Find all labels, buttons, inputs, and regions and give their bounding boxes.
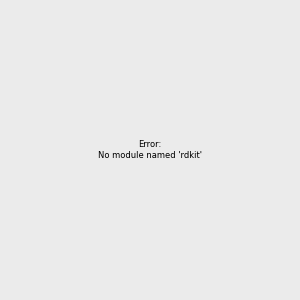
Text: Error:
No module named 'rdkit': Error: No module named 'rdkit' [98,140,202,160]
